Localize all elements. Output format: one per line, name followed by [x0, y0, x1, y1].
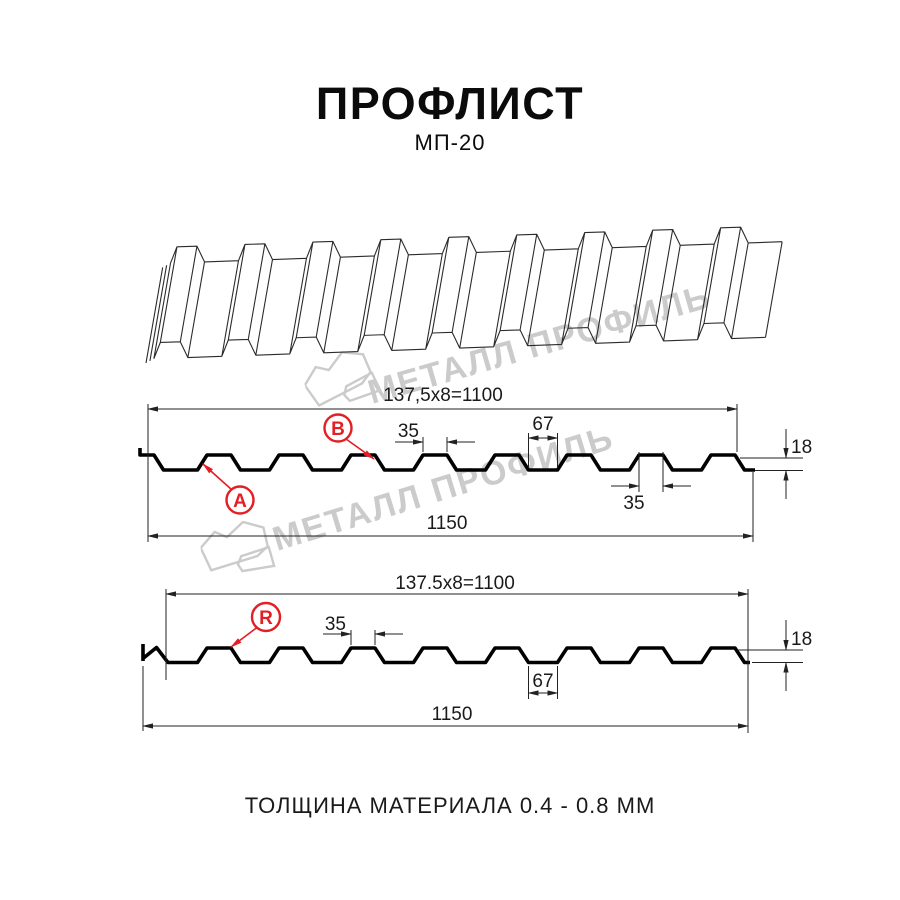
dim-working-width-ab — [147, 404, 738, 542]
dim-working-width-r-value: 137.5x8=1100 — [395, 573, 515, 594]
dim-valley-width-ab — [527, 433, 559, 468]
dim-valley-width-ab-value: 67 — [532, 414, 553, 435]
dim-crest-width-ab — [395, 437, 475, 452]
dim-valley-width-r-value: 67 — [532, 671, 553, 692]
dim-height-ab — [740, 429, 803, 499]
side-a-label: A — [202, 463, 255, 515]
dim-height-r-value: 18 — [791, 629, 812, 650]
dim-total-width-ab-value: 1150 — [427, 513, 468, 534]
dim-height-ab-value: 18 — [791, 437, 812, 458]
svg-text:R: R — [259, 608, 273, 629]
dim-height-r — [737, 620, 803, 691]
dim-valley-width-r — [527, 666, 559, 699]
dim-rib-width-ab — [611, 452, 691, 492]
svg-text:A: A — [233, 491, 247, 512]
cross-section-r: 137.5x8=1100 1150 35 67 18 R — [141, 573, 812, 733]
material-thickness-note: ТОЛЩИНА МАТЕРИАЛА 0.4 - 0.8 ММ — [244, 793, 656, 818]
brand-logo-watermark-2 — [199, 518, 276, 576]
dim-working-width-ab-value: 137,5x8=1100 — [383, 385, 503, 406]
side-r-label: R — [230, 601, 282, 648]
page-title: ПРОФЛИСТ — [315, 78, 585, 129]
dim-total-width-ab — [147, 472, 754, 542]
side-b-label: B — [323, 413, 375, 460]
profile-model: МП-20 — [414, 130, 486, 155]
dim-working-width-r — [165, 589, 749, 733]
profile-outline-r — [141, 644, 750, 665]
dim-crest-width-r-value: 35 — [325, 614, 346, 635]
brand-watermark-text-2: МЕТАЛЛ ПРОФИЛЬ — [268, 419, 618, 559]
cross-section-ab: 137,5x8=1100 1150 35 67 35 18 A B — [138, 385, 812, 542]
dim-rib-width-ab-value: 35 — [623, 493, 644, 514]
dim-crest-width-ab-value: 35 — [398, 421, 419, 442]
dim-total-width-r-value: 1150 — [432, 704, 473, 725]
dim-crest-width-r — [323, 630, 403, 645]
sheet-3d-lines — [145, 226, 783, 364]
dim-total-width-r — [142, 666, 749, 731]
sheet-3d-fill — [153, 227, 783, 359]
svg-text:B: B — [331, 419, 345, 440]
